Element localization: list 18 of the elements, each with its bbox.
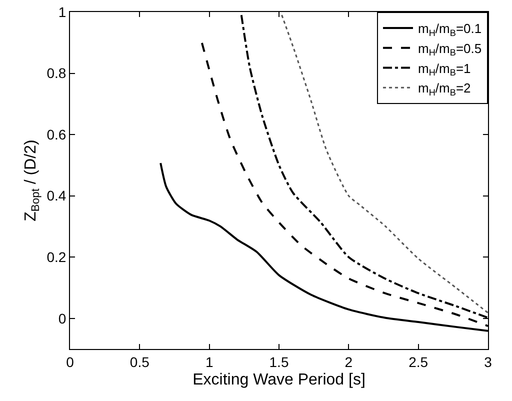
x-tick-label: 2.5: [408, 354, 428, 370]
x-tick-label: 2: [344, 354, 353, 370]
y-tick-label: 1: [58, 4, 66, 20]
legend-label: m$_{H}$/m$_{B}$=1: [418, 60, 471, 78]
x-tick-label: 3: [484, 354, 492, 370]
y-tick-label: 0.6: [46, 126, 66, 142]
legend-label: m$_{H}$/m$_{B}$=0.1: [418, 21, 482, 38]
y-tick-label: 0.2: [46, 248, 66, 265]
y-tick-label: 0.8: [46, 65, 66, 82]
y-tick-label: 0: [58, 310, 66, 326]
legend-label: m$_{H}$/m$_{B}$=0.5: [418, 40, 482, 58]
x-tick-label: 1: [205, 354, 214, 370]
line-series: [281, 14, 488, 314]
legend-label: m$_{H}$/m$_{B}$=2: [418, 80, 471, 98]
x-tick-label: 0.5: [130, 354, 150, 370]
x-axis-title: Exciting Wave Period [s]: [192, 372, 366, 388]
y-tick-label: 0.4: [46, 188, 66, 204]
x-tick-label: 1.5: [269, 354, 289, 370]
